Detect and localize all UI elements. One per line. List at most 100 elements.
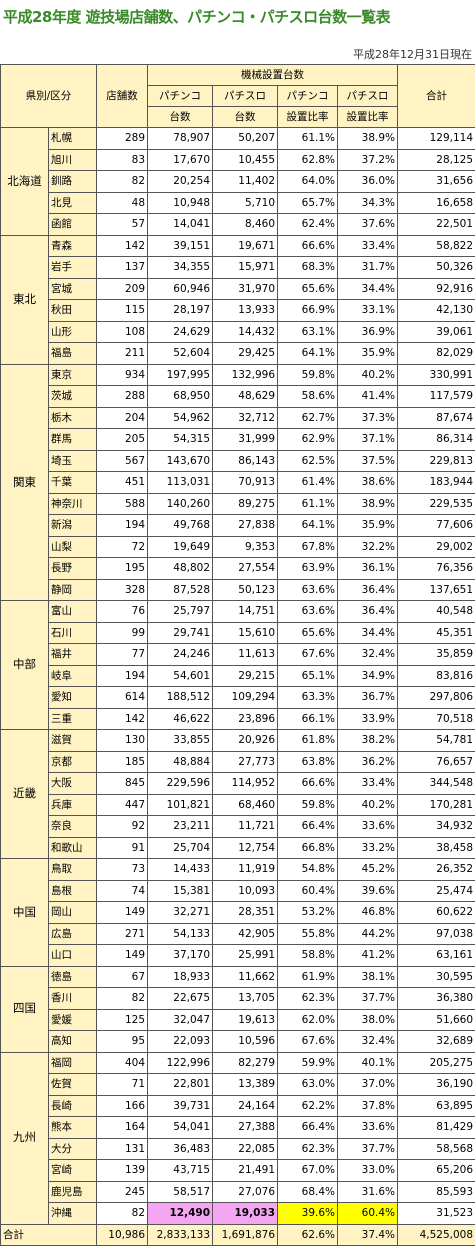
pachinko-ratio-cell: 60.4% xyxy=(278,880,338,902)
pachislo-count-cell: 31,999 xyxy=(213,429,278,451)
pachinko-count-cell: 54,315 xyxy=(148,429,213,451)
pachinko-ratio-cell: 62.0% xyxy=(278,1009,338,1031)
pachislo-count-cell: 15,971 xyxy=(213,257,278,279)
pachinko-ratio-cell: 62.9% xyxy=(278,429,338,451)
pachinko-ratio-cell: 67.8% xyxy=(278,536,338,558)
grand-total-pachinko: 2,833,133 xyxy=(148,1224,213,1246)
prefecture-cell: 宮崎 xyxy=(49,1160,97,1182)
pachinko-count-cell: 25,797 xyxy=(148,601,213,623)
pachislo-count-cell: 19,613 xyxy=(213,1009,278,1031)
grand-total-pachislo: 1,691,876 xyxy=(213,1224,278,1246)
prefecture-cell: 奈良 xyxy=(49,816,97,838)
stores-cell: 131 xyxy=(97,1138,148,1160)
total-cell: 83,816 xyxy=(398,665,475,687)
pachinko-count-cell: 33,855 xyxy=(148,730,213,752)
pachislo-count-cell: 14,432 xyxy=(213,321,278,343)
pachinko-count-cell: 36,483 xyxy=(148,1138,213,1160)
pachislo-ratio-cell: 41.4% xyxy=(338,386,398,408)
pachinko-ratio-label: 設置比率 xyxy=(278,107,338,128)
total-cell: 92,916 xyxy=(398,278,475,300)
pachinko-count-cell: 25,704 xyxy=(148,837,213,859)
total-cell: 117,579 xyxy=(398,386,475,408)
pachinko-count-cell: 12,490 xyxy=(148,1203,213,1225)
stores-cell: 67 xyxy=(97,966,148,988)
total-cell: 82,029 xyxy=(398,343,475,365)
total-cell: 129,114 xyxy=(398,128,475,150)
pachislo-count-cell: 114,952 xyxy=(213,773,278,795)
prefecture-cell: 東京 xyxy=(49,364,97,386)
stores-cell: 71 xyxy=(97,1074,148,1096)
pachinko-ratio-cell: 61.1% xyxy=(278,493,338,515)
stores-cell: 76 xyxy=(97,601,148,623)
pachinko-count-cell: 15,381 xyxy=(148,880,213,902)
total-cell: 97,038 xyxy=(398,923,475,945)
stores-cell: 139 xyxy=(97,1160,148,1182)
pachislo-ratio-cell: 45.2% xyxy=(338,859,398,881)
total-cell: 63,161 xyxy=(398,945,475,967)
stores-cell: 95 xyxy=(97,1031,148,1053)
pachinko-count-cell: 29,741 xyxy=(148,622,213,644)
pachislo-ratio-cell: 37.1% xyxy=(338,429,398,451)
prefecture-cell: 山口 xyxy=(49,945,97,967)
pachinko-ratio-cell: 66.9% xyxy=(278,300,338,322)
pachinko-count-cell: 87,528 xyxy=(148,579,213,601)
stores-cell: 194 xyxy=(97,515,148,537)
machines-header: 機械設置台数 xyxy=(148,65,398,86)
pachinko-ratio-cell: 63.0% xyxy=(278,1074,338,1096)
pachislo-count-cell: 48,629 xyxy=(213,386,278,408)
total-cell: 54,781 xyxy=(398,730,475,752)
total-cell: 70,518 xyxy=(398,708,475,730)
pachislo-count-cell: 19,671 xyxy=(213,235,278,257)
stores-cell: 142 xyxy=(97,708,148,730)
stores-cell: 166 xyxy=(97,1095,148,1117)
stores-cell: 77 xyxy=(97,644,148,666)
pachislo-count-cell: 89,275 xyxy=(213,493,278,515)
pachinko-ratio-cell: 59.9% xyxy=(278,1052,338,1074)
stores-cell: 57 xyxy=(97,214,148,236)
pachinko-count-cell: 22,093 xyxy=(148,1031,213,1053)
pachinko-count-cell: 52,604 xyxy=(148,343,213,365)
stores-cell: 934 xyxy=(97,364,148,386)
prefecture-cell: 大阪 xyxy=(49,773,97,795)
total-cell: 39,061 xyxy=(398,321,475,343)
stores-cell: 99 xyxy=(97,622,148,644)
total-cell: 36,190 xyxy=(398,1074,475,1096)
total-cell: 58,568 xyxy=(398,1138,475,1160)
stores-cell: 82 xyxy=(97,988,148,1010)
stores-cell: 125 xyxy=(97,1009,148,1031)
pachinko-count-cell: 48,802 xyxy=(148,558,213,580)
pachislo-ratio-cell: 34.4% xyxy=(338,622,398,644)
stores-cell: 288 xyxy=(97,386,148,408)
as-of-date: 平成28年12月31日現在 xyxy=(353,46,472,62)
data-table: 県別/区分 店舗数 機械設置台数 合計 パチンコ パチスロ パチンコ パチスロ … xyxy=(0,64,475,1246)
pachinko-count-cell: 10,948 xyxy=(148,192,213,214)
total-cell: 76,657 xyxy=(398,751,475,773)
pachinko-count-cell: 43,715 xyxy=(148,1160,213,1182)
pachinko-ratio-cell: 62.7% xyxy=(278,407,338,429)
pachinko-count-cell: 22,675 xyxy=(148,988,213,1010)
total-cell: 28,125 xyxy=(398,149,475,171)
pachinko-count-cell: 229,596 xyxy=(148,773,213,795)
pachinko-ratio-cell: 58.8% xyxy=(278,945,338,967)
pachislo-count-cell: 9,353 xyxy=(213,536,278,558)
total-cell: 63,895 xyxy=(398,1095,475,1117)
pachinko-count-cell: 37,170 xyxy=(148,945,213,967)
prefecture-cell: 千葉 xyxy=(49,472,97,494)
pachislo-ratio-cell: 35.9% xyxy=(338,515,398,537)
